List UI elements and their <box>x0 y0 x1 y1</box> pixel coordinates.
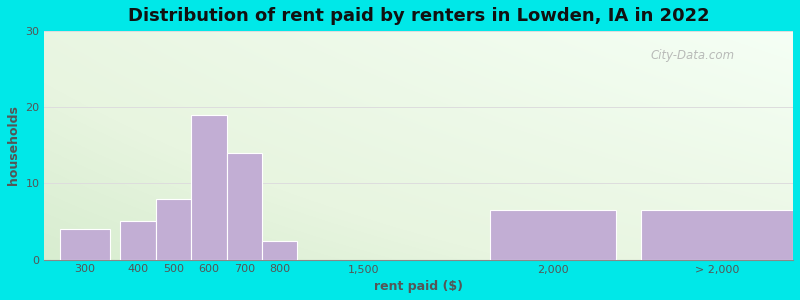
Y-axis label: households: households <box>7 105 20 185</box>
Bar <box>642 210 793 260</box>
Bar <box>60 229 110 260</box>
X-axis label: rent paid ($): rent paid ($) <box>374 280 463 293</box>
Bar <box>262 241 298 260</box>
Bar <box>191 115 226 260</box>
Bar <box>490 210 616 260</box>
Bar <box>156 199 191 260</box>
Bar <box>226 153 262 260</box>
Title: Distribution of rent paid by renters in Lowden, IA in 2022: Distribution of rent paid by renters in … <box>128 7 710 25</box>
Bar <box>120 221 156 260</box>
Text: City-Data.com: City-Data.com <box>651 49 735 62</box>
